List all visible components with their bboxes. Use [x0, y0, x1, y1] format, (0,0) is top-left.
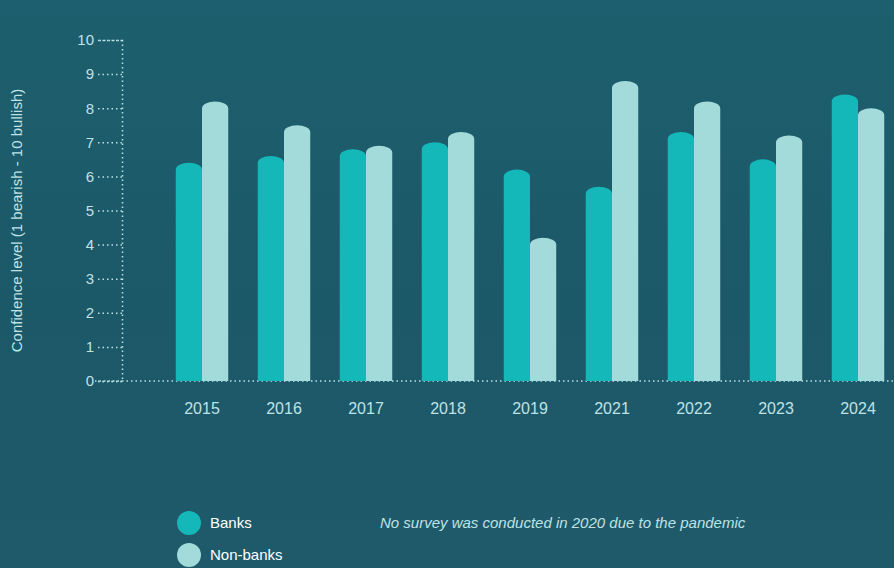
x-tick-label: 2016 — [266, 400, 302, 417]
x-axis: 2015 2016 2017 2018 2019 2021 2022 2023 2024 — [162, 381, 894, 417]
y-tick-label: 4 — [86, 236, 94, 253]
bar — [448, 132, 474, 381]
legend-label: Non-banks — [210, 546, 283, 563]
chart: 0 1 2 3 4 5 6 7 8 9 10 Confidence level (1 bearish … — [0, 0, 894, 568]
y-tick: 0 — [86, 372, 122, 389]
bar — [176, 163, 202, 381]
x-tick-label: 2022 — [676, 400, 712, 417]
y-tick: 3 — [86, 270, 122, 287]
y-tick: 8 — [86, 100, 122, 117]
y-tick-mark — [98, 108, 122, 110]
y-tick: 7 — [86, 134, 122, 151]
x-tick: 2022 — [676, 381, 712, 417]
bar — [694, 101, 720, 381]
y-tick: 6 — [86, 168, 122, 185]
y-axis: 0 1 2 3 4 5 6 7 8 9 10 — [77, 31, 122, 389]
y-tick: 4 — [86, 236, 122, 253]
x-tick: 2016 — [266, 381, 302, 417]
y-tick-label: 2 — [86, 304, 94, 321]
y-axis-line — [98, 41, 123, 382]
x-tick: 2019 — [512, 381, 548, 417]
bar — [668, 132, 694, 381]
x-tick-label: 2015 — [184, 400, 220, 417]
x-tick: 2015 — [184, 381, 220, 417]
legend-swatch — [177, 511, 201, 535]
bars — [176, 81, 884, 381]
bar — [284, 125, 310, 381]
x-tick: 2024 — [840, 381, 876, 417]
y-tick-mark — [98, 142, 122, 144]
x-tick-label: 2019 — [512, 400, 548, 417]
y-tick: 9 — [86, 65, 122, 82]
bar — [750, 159, 776, 381]
x-tick-label: 2021 — [594, 400, 630, 417]
annotation: No survey was conducted in 2020 due to t… — [380, 514, 746, 531]
legend: Banks Non-banks — [177, 511, 283, 567]
bar — [258, 156, 284, 381]
bar — [586, 187, 612, 381]
y-tick-label: 5 — [86, 202, 94, 219]
y-tick: 1 — [86, 338, 122, 355]
bar — [340, 149, 366, 381]
y-tick-label: 9 — [86, 65, 94, 82]
legend-swatch — [177, 543, 201, 567]
bar — [422, 142, 448, 381]
x-tick-label: 2018 — [430, 400, 466, 417]
y-tick-mark — [98, 347, 122, 349]
y-tick-mark — [98, 40, 122, 42]
y-tick-label: 6 — [86, 168, 94, 185]
y-label: Confidence level (1 bearish - 10 bullish… — [8, 89, 25, 352]
y-tick-label: 3 — [86, 270, 94, 287]
bar — [832, 95, 858, 381]
y-tick: 2 — [86, 304, 122, 321]
x-tick: 2017 — [348, 381, 384, 417]
y-tick-label: 8 — [86, 100, 94, 117]
y-tick-mark — [98, 176, 122, 178]
bar — [504, 170, 530, 381]
y-tick-mark — [98, 278, 122, 280]
legend-label: Banks — [210, 514, 252, 531]
x-tick: 2023 — [758, 381, 794, 417]
y-tick: 5 — [86, 202, 122, 219]
x-tick-label: 2023 — [758, 400, 794, 417]
y-tick-mark — [98, 381, 122, 383]
y-tick-label: 10 — [77, 31, 94, 48]
y-tick-mark — [98, 74, 122, 76]
bar — [776, 135, 802, 381]
y-tick-label: 0 — [86, 372, 94, 389]
x-tick-label: 2024 — [840, 400, 876, 417]
y-tick-label: 7 — [86, 134, 94, 151]
x-tick-label: 2017 — [348, 400, 384, 417]
bar — [612, 81, 638, 381]
y-tick-mark — [98, 244, 122, 246]
bar — [202, 101, 228, 381]
bar — [366, 146, 392, 381]
x-axis-line — [162, 381, 894, 382]
y-tick-label: 1 — [86, 338, 94, 355]
x-tick: 2021 — [594, 381, 630, 417]
x-tick: 2018 — [430, 381, 466, 417]
y-tick: 10 — [77, 31, 122, 48]
bar — [530, 238, 556, 381]
y-tick-mark — [98, 210, 122, 212]
bar — [858, 108, 884, 381]
y-tick-mark — [98, 313, 122, 315]
